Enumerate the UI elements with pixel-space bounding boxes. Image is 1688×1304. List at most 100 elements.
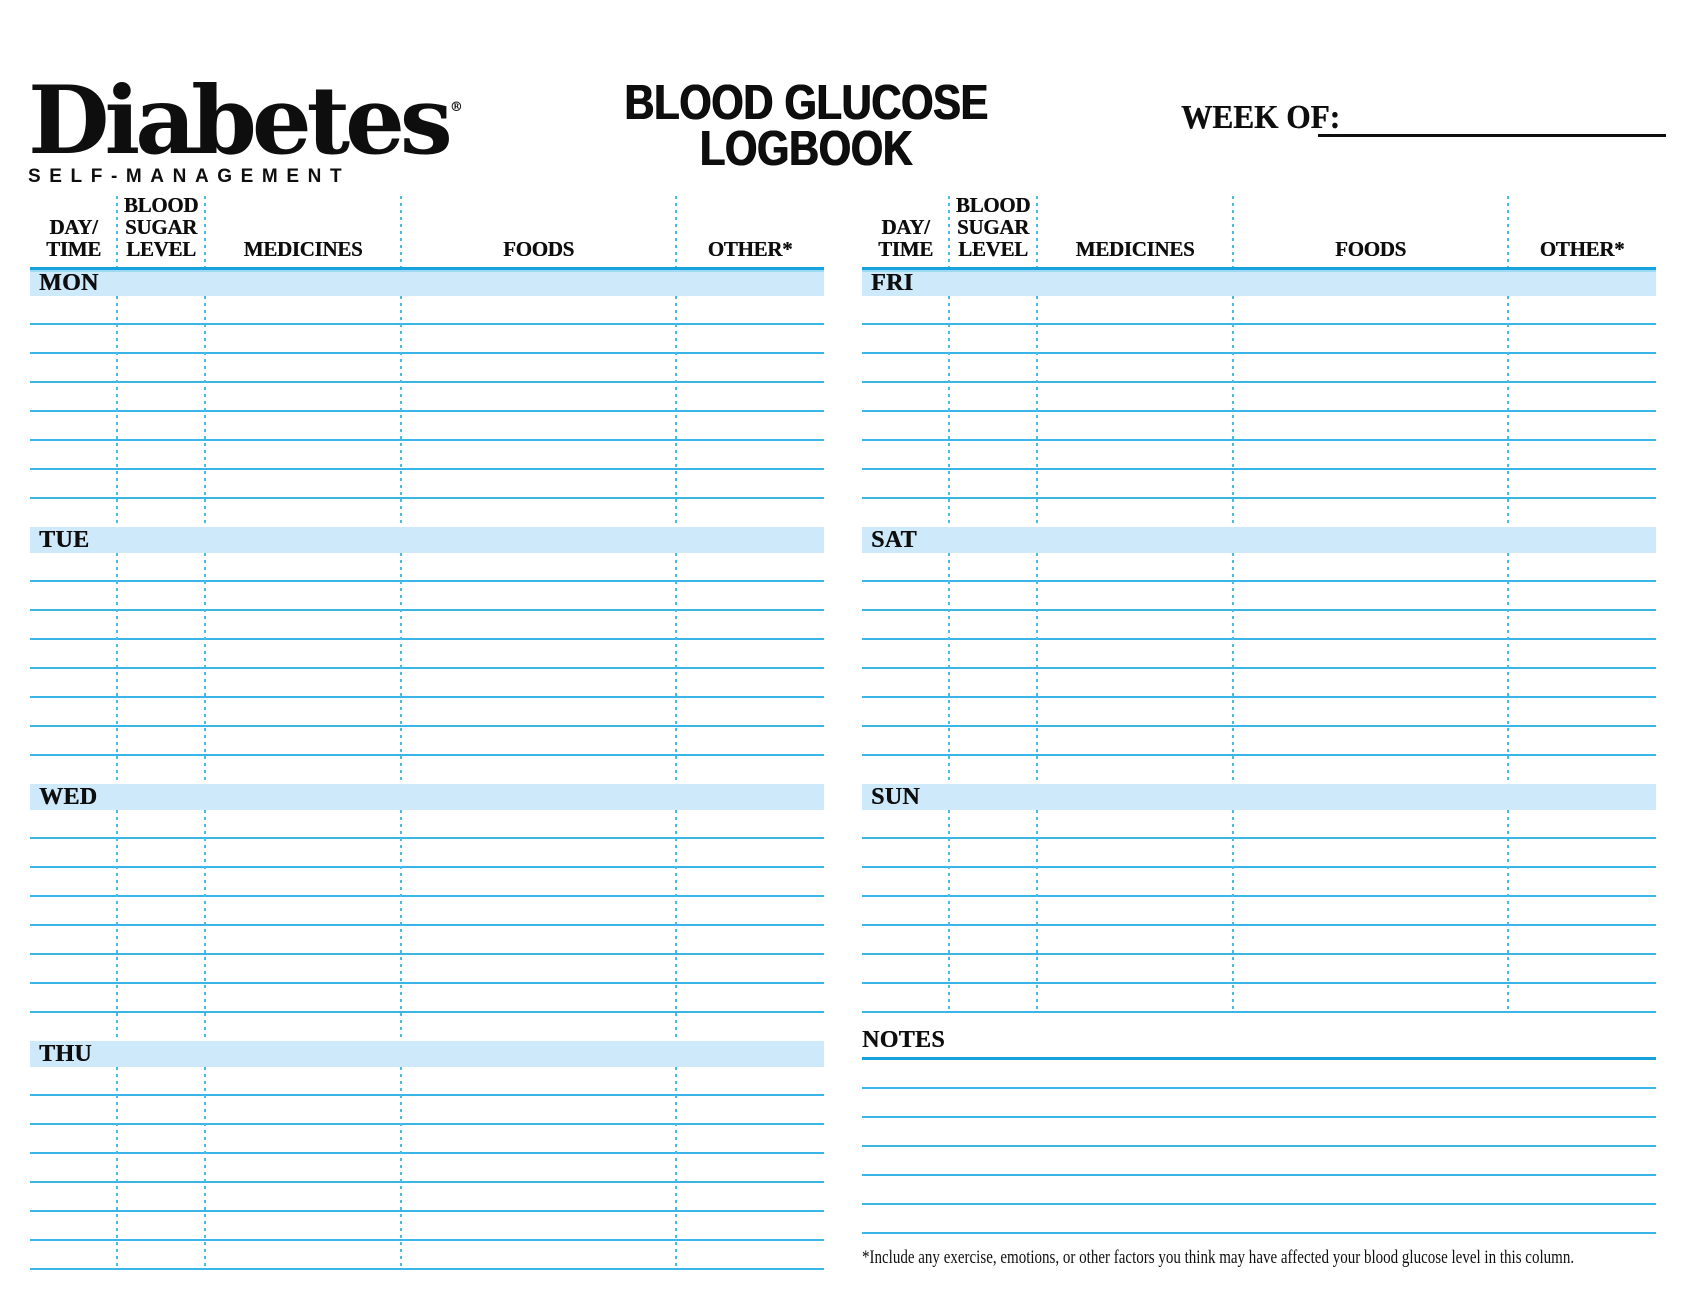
log-entry-open-row[interactable] (30, 499, 824, 527)
log-entry-row[interactable] (30, 897, 824, 926)
log-entry-row[interactable] (30, 1241, 824, 1270)
log-entry-row[interactable] (862, 354, 1656, 383)
log-entry-row[interactable] (862, 926, 1656, 955)
page-title: BLOOD GLUCOSE LOGBOOK (561, 79, 1051, 174)
log-entry-row[interactable] (30, 926, 824, 955)
column-divider-dotted-line (1036, 810, 1038, 1013)
day-band-tue: TUE (30, 527, 824, 553)
log-entry-row[interactable] (862, 553, 1656, 582)
log-entry-row[interactable] (30, 1183, 824, 1212)
log-entry-row[interactable] (30, 810, 824, 839)
log-entry-row[interactable] (30, 296, 824, 325)
log-entry-row[interactable] (30, 412, 824, 441)
log-entry-row[interactable] (30, 325, 824, 354)
log-entry-row[interactable] (862, 698, 1656, 727)
column-divider-dotted-line (948, 553, 950, 784)
log-entry-row[interactable] (30, 868, 824, 897)
column-divider-dotted-line (1036, 296, 1038, 527)
day-band-mon: MON (30, 270, 824, 296)
notes-write-in-line[interactable] (862, 1176, 1656, 1205)
log-entry-row[interactable] (30, 669, 824, 698)
day-label: MON (39, 270, 99, 296)
column-divider-dotted-line (1507, 810, 1509, 1013)
column-divider-dotted-line (948, 810, 950, 1013)
notes-write-in-line[interactable] (862, 1060, 1656, 1089)
log-entry-row[interactable] (30, 441, 824, 470)
log-entry-row[interactable] (30, 640, 824, 669)
column-divider-dotted-line (116, 1067, 118, 1270)
log-entry-row[interactable] (862, 582, 1656, 611)
header-separator-line (862, 267, 1656, 270)
log-entry-row[interactable] (30, 354, 824, 383)
day-rows-tue (30, 553, 824, 784)
column-divider-dotted-line (204, 1067, 206, 1270)
log-entry-row[interactable] (30, 1125, 824, 1154)
log-entry-row[interactable] (30, 727, 824, 756)
column-divider-dotted-line (1507, 553, 1509, 784)
log-entry-row[interactable] (30, 839, 824, 868)
footnote: *Include any exercise, emotions, or othe… (862, 1247, 1575, 1268)
log-entry-row[interactable] (862, 955, 1656, 984)
day-label: THU (39, 1041, 92, 1067)
day-band-sun: SUN (862, 784, 1656, 810)
log-entry-row[interactable] (862, 412, 1656, 441)
log-entry-row[interactable] (862, 470, 1656, 499)
log-entry-row[interactable] (30, 611, 824, 640)
log-entry-row[interactable] (30, 1067, 824, 1096)
log-entry-open-row[interactable] (862, 756, 1656, 784)
day-rows-thu (30, 1067, 824, 1270)
log-entry-row[interactable] (862, 897, 1656, 926)
notes-write-in-line[interactable] (862, 1205, 1656, 1234)
log-entry-open-row[interactable] (862, 499, 1656, 527)
column-divider-dotted-line (400, 196, 402, 267)
log-entry-row[interactable] (862, 984, 1656, 1013)
column-divider-dotted-line (1232, 196, 1234, 267)
log-entry-row[interactable] (30, 582, 824, 611)
notes-heading: NOTES (862, 1025, 1656, 1060)
log-entry-open-row[interactable] (30, 756, 824, 784)
column-header-day-time: DAY/ TIME (878, 215, 933, 261)
log-entry-row[interactable] (862, 611, 1656, 640)
table-header-row: DAY/ TIME BLOOD SUGAR LEVEL MEDICINES FOODS… (862, 190, 1656, 267)
log-entry-row[interactable] (862, 296, 1656, 325)
brand-wordmark: Diabetes ® (28, 64, 463, 168)
notes-write-in-line[interactable] (862, 1147, 1656, 1176)
log-entry-row[interactable] (862, 383, 1656, 412)
column-header-other: OTHER* (1539, 237, 1625, 261)
brand-logo: Diabetes ® SELF-MANAGEMENT (28, 64, 463, 188)
log-entry-row[interactable] (862, 839, 1656, 868)
log-entry-row[interactable] (30, 553, 824, 582)
column-header-medicines: MEDICINES (1075, 237, 1195, 261)
notes-write-in-line[interactable] (862, 1118, 1656, 1147)
column-divider-dotted-line (1036, 553, 1038, 784)
log-entry-open-row[interactable] (30, 1013, 824, 1041)
table-header-row: DAY/ TIME BLOOD SUGAR LEVEL MEDICINES FOODS… (30, 190, 824, 267)
log-entry-row[interactable] (30, 955, 824, 984)
log-entry-row[interactable] (862, 669, 1656, 698)
day-band-thu: THU (30, 1041, 824, 1067)
column-divider-dotted-line (116, 810, 118, 1041)
log-entry-row[interactable] (862, 727, 1656, 756)
day-band-fri: FRI (862, 270, 1656, 296)
log-entry-row[interactable] (862, 640, 1656, 669)
log-entry-row[interactable] (862, 325, 1656, 354)
log-entry-row[interactable] (30, 1212, 824, 1241)
log-entry-row[interactable] (30, 698, 824, 727)
log-entry-row[interactable] (862, 810, 1656, 839)
column-divider-dotted-line (675, 196, 677, 267)
log-entry-row[interactable] (862, 441, 1656, 470)
log-entry-row[interactable] (30, 1154, 824, 1183)
column-divider-dotted-line (1232, 810, 1234, 1013)
column-divider-dotted-line (204, 296, 206, 527)
log-entry-row[interactable] (30, 383, 824, 412)
log-entry-row[interactable] (862, 868, 1656, 897)
log-entry-row[interactable] (30, 984, 824, 1013)
log-entry-row[interactable] (30, 470, 824, 499)
column-header-medicines: MEDICINES (243, 237, 363, 261)
week-of-blank-field[interactable] (1318, 103, 1666, 137)
day-rows-fri (862, 296, 1656, 527)
log-entry-row[interactable] (30, 1096, 824, 1125)
notes-write-in-line[interactable] (862, 1089, 1656, 1118)
brand-name: Diabetes (28, 66, 453, 176)
